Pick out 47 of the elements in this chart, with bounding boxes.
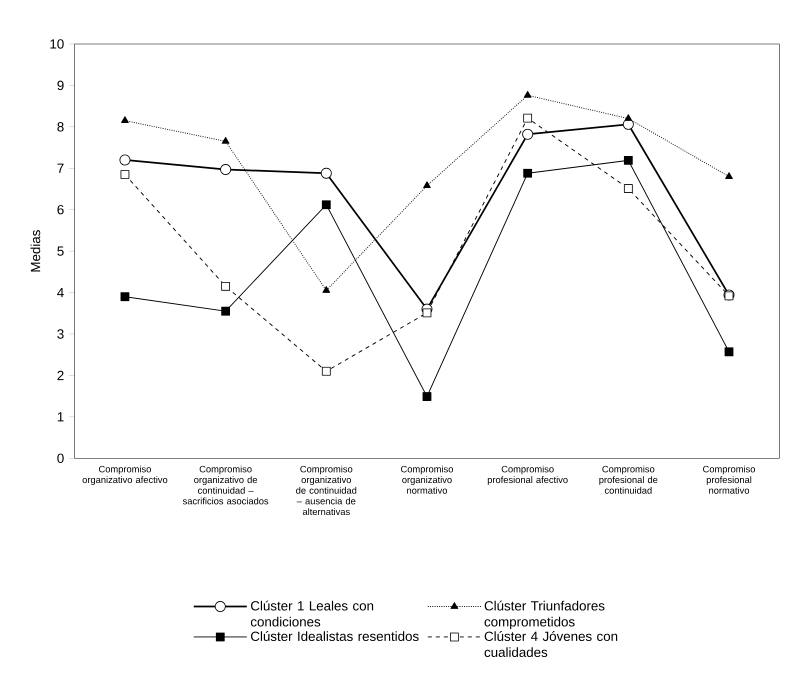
y-tick-label: 4 <box>57 288 64 298</box>
point <box>322 200 331 210</box>
x-tick-label: Compromiso profesional de continuidad <box>599 466 658 494</box>
point <box>725 172 733 179</box>
y-tick-label: 7 <box>57 164 64 173</box>
y-tick-label: 8 <box>57 122 64 132</box>
y-tick-label: 2 <box>57 370 64 380</box>
point <box>120 170 130 179</box>
x-tick-label: Compromiso profesional afectivo <box>488 466 568 485</box>
point <box>422 392 432 401</box>
x-tick-label: Compromiso organizativo de continuidad – sacrificios asociados <box>182 466 268 504</box>
point <box>121 116 129 123</box>
point <box>222 136 230 144</box>
point <box>523 168 532 178</box>
legend-label: Clúster Idealistas resentidos <box>251 631 419 641</box>
point <box>220 164 232 175</box>
point <box>624 156 633 165</box>
x-tick-label: Compromiso organizativo normativo <box>401 466 453 494</box>
point <box>624 114 632 121</box>
y-tick-label: 10 <box>50 39 64 49</box>
x-tick-label: Compromiso profesional normativo <box>703 466 756 494</box>
point <box>320 168 332 179</box>
point <box>523 114 532 122</box>
point <box>322 286 330 293</box>
point <box>422 308 432 318</box>
legend-label: Clúster 1 Leales con condiciones <box>250 600 374 626</box>
y-tick-label: 3 <box>57 329 64 339</box>
y-tick-label: 1 <box>58 412 64 422</box>
point <box>119 154 130 166</box>
y-tick-label: 9 <box>57 80 64 90</box>
point <box>221 306 230 316</box>
legend-label: Clúster 4 Jóvenes con cualidades <box>484 631 618 657</box>
x-tick-label: Compromiso organizativo afectivo <box>82 466 168 485</box>
point <box>624 184 633 193</box>
y-tick-label: 5 <box>57 246 64 256</box>
point <box>724 347 734 356</box>
point <box>522 128 534 140</box>
point <box>221 282 230 291</box>
x-tick-label: Compromiso organizativo de continuidad – ausencia de alternativas <box>296 466 356 516</box>
point <box>120 292 130 302</box>
point <box>322 366 331 376</box>
y-tick-label: 6 <box>57 204 64 214</box>
y-axis-title: Medias <box>30 230 40 272</box>
point <box>524 90 532 98</box>
legend-label: Clúster Triunfadores comprometidos <box>484 600 604 630</box>
y-tick-label: 0 <box>57 454 64 463</box>
point <box>423 181 431 188</box>
